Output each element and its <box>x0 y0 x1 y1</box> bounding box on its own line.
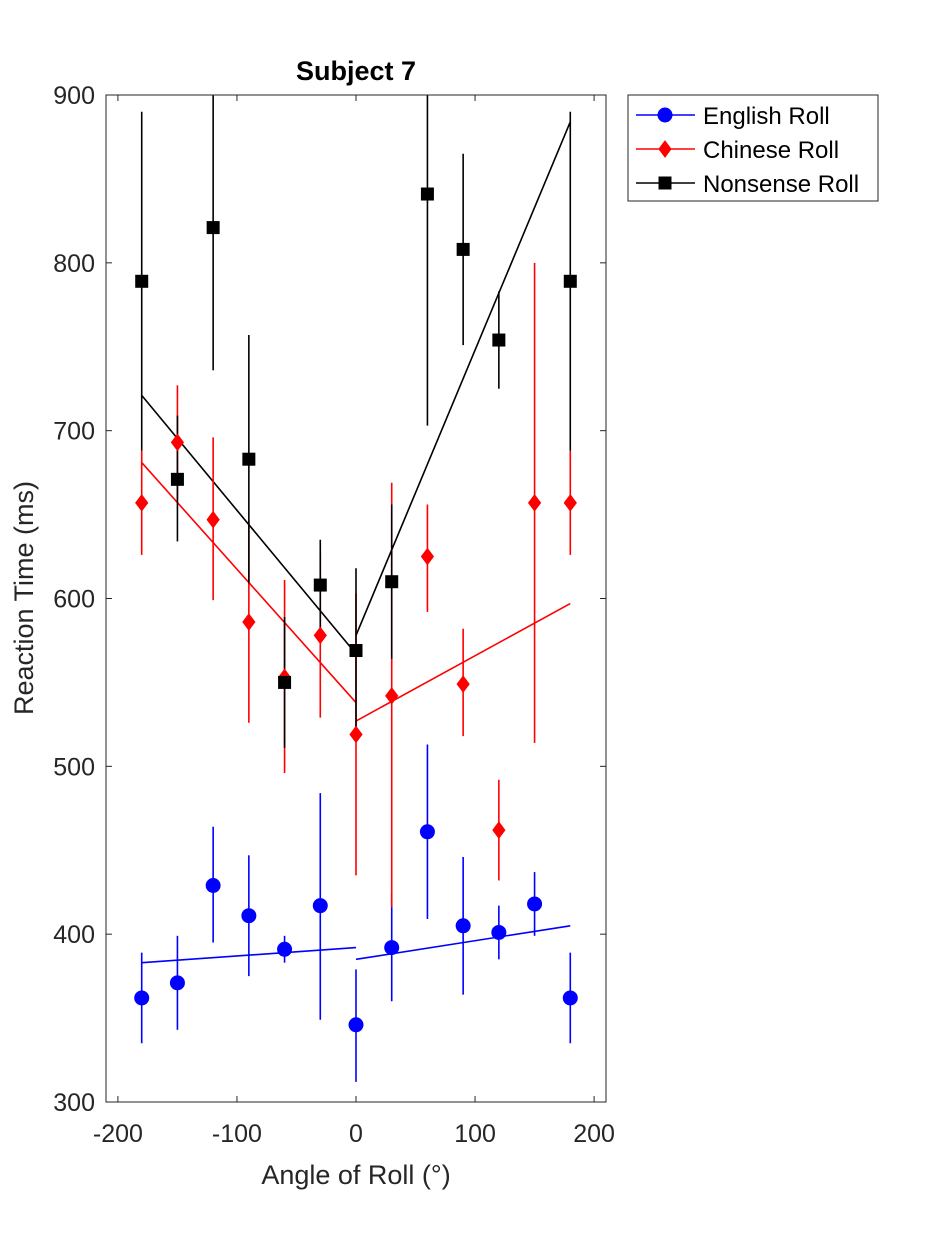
legend-label-chinese-roll: Chinese Roll <box>703 137 839 164</box>
english-roll-point <box>312 898 328 914</box>
chinese-roll-point <box>563 494 577 512</box>
axis-ticks: -200 -100 0 100 200 300 400 500 600 700 800 900 <box>53 82 615 1148</box>
chinese-roll-point <box>527 494 542 512</box>
chart-title: Subject 7 <box>296 56 416 86</box>
x-tick-label: -200 <box>93 1120 143 1148</box>
nonsense-roll-point <box>206 221 220 235</box>
nonsense-roll-point <box>420 187 434 201</box>
english-roll-point <box>419 824 435 840</box>
english-roll-point <box>527 896 543 912</box>
nonsense-roll-point <box>456 242 470 256</box>
english-roll-point <box>562 990 578 1006</box>
english-roll-point <box>348 1017 364 1033</box>
chinese-roll-point <box>420 547 435 566</box>
x-tick-label: 100 <box>454 1120 496 1148</box>
y-tick-label: 500 <box>53 753 95 781</box>
chinese-roll-point <box>385 687 399 705</box>
english-roll-point <box>205 877 221 893</box>
legend: English Roll Chinese Roll Nonsense Roll <box>627 94 879 202</box>
chinese-roll-point <box>170 433 185 452</box>
chinese-roll-point <box>492 821 506 839</box>
english-roll-point <box>241 908 257 924</box>
nonsense-roll-point <box>135 274 149 288</box>
nonsense-roll-point <box>278 675 292 689</box>
chinese-roll-point <box>313 626 327 645</box>
english-roll-point <box>491 924 507 940</box>
y-tick-label: 700 <box>53 418 95 446</box>
nonsense-roll-point <box>349 644 363 658</box>
y-tick-label: 900 <box>53 82 95 110</box>
english-roll-point <box>134 990 150 1006</box>
x-tick-label: 0 <box>349 1120 363 1148</box>
english-roll-point <box>169 975 185 991</box>
chinese-roll-point <box>242 613 256 631</box>
y-tick-label: 400 <box>53 921 95 949</box>
english-roll-point <box>277 941 293 957</box>
y-tick-label: 300 <box>53 1089 95 1117</box>
y-tick-label: 600 <box>53 586 95 614</box>
legend-marker-english-roll <box>657 107 673 123</box>
data-markers <box>134 187 578 1033</box>
english-roll-point <box>384 940 400 956</box>
nonsense-roll-point <box>563 274 577 288</box>
x-tick-label: 200 <box>573 1120 615 1148</box>
x-axis-label: Angle of Roll (°) <box>261 1160 450 1190</box>
chinese-roll-point <box>349 725 363 744</box>
y-axis-label: Reaction Time (ms) <box>9 481 39 715</box>
legend-label-english-roll: English Roll <box>703 103 830 130</box>
nonsense-roll-point <box>170 472 184 486</box>
x-tick-label: -100 <box>212 1120 262 1148</box>
y-tick-label: 800 <box>53 250 95 278</box>
chinese-roll-point <box>206 510 220 529</box>
legend-marker-nonsense-roll <box>658 176 672 190</box>
legend-marker-chinese-roll <box>658 140 672 158</box>
nonsense-roll-point <box>492 333 506 347</box>
legend-label-nonsense-roll: Nonsense Roll <box>703 171 859 198</box>
nonsense-roll-point <box>385 575 399 589</box>
english-roll-point <box>455 918 471 934</box>
nonsense-roll-point <box>242 452 256 466</box>
nonsense-roll-point <box>313 578 327 592</box>
chinese-roll-point <box>135 494 149 512</box>
chinese-roll-point <box>456 675 470 693</box>
